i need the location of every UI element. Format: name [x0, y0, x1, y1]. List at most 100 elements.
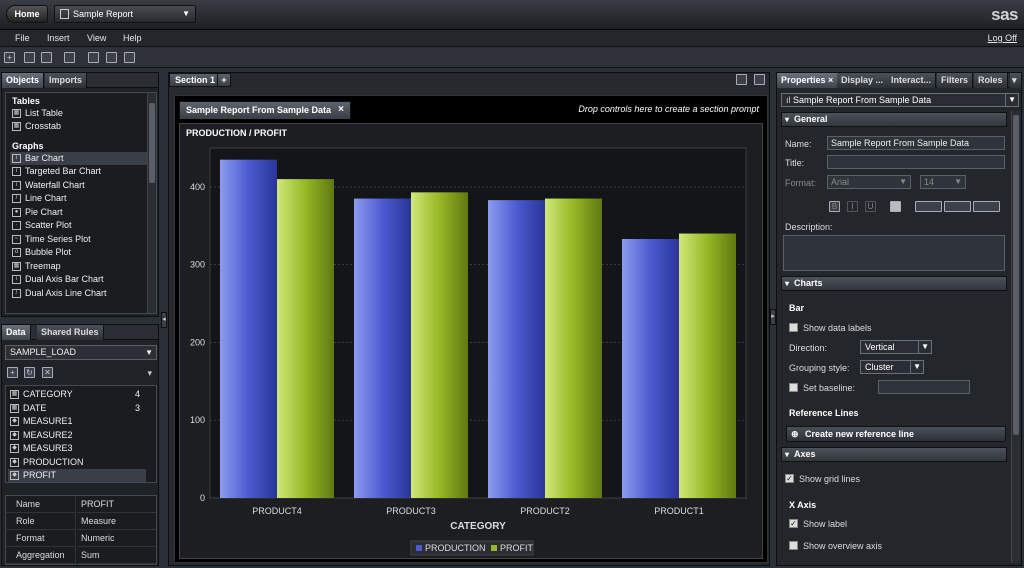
data-item-measure3[interactable]: ◆ MEASURE3	[8, 442, 146, 455]
data-item-count: 4	[134, 389, 140, 399]
reference-lines-heading: Reference Lines	[789, 408, 859, 418]
delete-icon[interactable]: ✕	[42, 367, 53, 378]
home-button[interactable]: Home	[6, 5, 48, 23]
list-item-treemap[interactable]: ▦ Treemap	[12, 261, 61, 271]
crosstab-icon: ▦	[12, 122, 21, 131]
menu-insert[interactable]: Insert	[47, 33, 70, 43]
tab-filters[interactable]: Filters	[937, 73, 974, 88]
data-item-measure2[interactable]: ◆ MEASURE2	[8, 429, 146, 442]
general-heading[interactable]: General	[781, 112, 1007, 127]
data-item-profit[interactable]: ◆ PROFIT	[8, 469, 146, 482]
list-item-scatter-plot[interactable]: · Scatter Plot	[10, 219, 148, 232]
list-item-targeted-bar-chart[interactable]: ı Targeted Bar Chart	[10, 165, 148, 178]
direction-select[interactable]: Vertical ▼	[860, 340, 932, 354]
tab-display[interactable]: Display ...	[837, 73, 889, 88]
left-splitter[interactable]: ◂	[161, 312, 167, 328]
grouping-style-select[interactable]: Cluster ▼	[860, 360, 924, 374]
align-center-icon[interactable]	[944, 201, 971, 212]
align-right-icon[interactable]	[973, 201, 1000, 212]
logoff-link[interactable]: Log Off	[987, 33, 1017, 43]
list-item-pie-chart[interactable]: ● Pie Chart	[10, 206, 148, 219]
tab-shared-rules[interactable]: Shared Rules	[37, 325, 104, 340]
property-value[interactable]: Sum	[78, 547, 156, 564]
title-label: Title:	[785, 158, 805, 168]
tab-interactions[interactable]: Interact...	[887, 73, 937, 88]
property-value[interactable]: Measure	[78, 513, 156, 530]
name-input[interactable]: Sample Report From Sample Data	[827, 136, 1005, 150]
show-label-checkbox[interactable]: ✓	[789, 519, 798, 528]
data-item-measure1[interactable]: ◆ MEASURE1	[8, 415, 146, 428]
right-splitter[interactable]: ▸	[770, 309, 776, 325]
show-overview-axis-checkbox[interactable]	[789, 541, 798, 550]
tab-objects[interactable]: Objects	[2, 73, 45, 88]
list-item-bubble-plot[interactable]: o Bubble Plot	[10, 246, 148, 259]
axes-heading[interactable]: Axes	[781, 447, 1007, 462]
refresh-icon[interactable]: ↻	[24, 367, 35, 378]
list-item-time-series-plot[interactable]: ~ Time Series Plot	[10, 233, 148, 246]
align-left-icon[interactable]	[915, 201, 942, 212]
minimize-icon[interactable]	[124, 52, 135, 63]
add-data-icon[interactable]: +	[7, 367, 18, 378]
filter-icon[interactable]: ▾	[147, 368, 152, 378]
list-item-dual-axis-bar-chart[interactable]: ı Dual Axis Bar Chart	[10, 273, 148, 286]
object-select[interactable]: ıl Sample Report From Sample Data ▼	[781, 93, 1019, 107]
menu-file[interactable]: File	[15, 33, 30, 43]
list-item-dual-axis-line-chart[interactable]: / Dual Axis Line Chart	[10, 287, 148, 300]
data-item-date[interactable]: ▦ DATE 3	[10, 402, 140, 413]
objects-scrollbar[interactable]	[147, 93, 156, 313]
list-item-crosstab[interactable]: ▦ Crosstab	[12, 121, 62, 131]
data-item-category[interactable]: ▦ CATEGORY 4	[10, 389, 140, 399]
chevron-down-icon: ▼	[145, 348, 153, 357]
properties-panel: Properties × Display ... Interact... Fil…	[776, 72, 1022, 566]
menu-view[interactable]: View	[87, 33, 107, 43]
new-report-icon[interactable]: +	[4, 52, 15, 63]
menu-help[interactable]: Help	[123, 33, 142, 43]
underline-icon[interactable]: U	[865, 201, 876, 212]
data-source-select[interactable]: SAMPLE_LOAD ▼	[5, 345, 157, 360]
canvas-layout-icon[interactable]	[736, 74, 747, 85]
add-section-icon[interactable]: +	[217, 73, 231, 87]
bar-chart-icon: ıl	[786, 95, 794, 105]
show-label-label: Show label	[803, 519, 848, 529]
property-value[interactable]: PROFIT	[78, 496, 156, 513]
baseline-input[interactable]	[878, 380, 970, 394]
italic-icon[interactable]: I	[847, 201, 858, 212]
layout-icon[interactable]	[106, 52, 117, 63]
title-input[interactable]	[827, 155, 1005, 169]
tabs-overflow-icon[interactable]: ▾	[1010, 73, 1022, 88]
open-icon[interactable]	[24, 52, 35, 63]
report-tab[interactable]: Sample Report From Sample Data ×	[179, 101, 351, 119]
print-icon[interactable]	[64, 52, 75, 63]
font-size-select[interactable]: 14 ▼	[920, 175, 966, 189]
show-data-labels-checkbox[interactable]	[789, 323, 798, 332]
font-color-icon[interactable]	[890, 201, 901, 212]
description-input[interactable]	[783, 235, 1005, 271]
tab-roles[interactable]: Roles	[974, 73, 1008, 88]
tab-imports[interactable]: Imports	[45, 73, 88, 88]
tab-section-1[interactable]: Section 1	[169, 73, 222, 87]
chevron-down-icon: ▼	[182, 9, 190, 18]
close-icon[interactable]: ×	[338, 104, 344, 115]
show-grid-lines-checkbox[interactable]: ✓	[785, 474, 794, 483]
tab-properties[interactable]: Properties ×	[777, 73, 839, 88]
list-item-bar-chart[interactable]: ı Bar Chart	[10, 152, 148, 165]
bar-chart[interactable]: PRODUCTION / PROFIT 0 100 200 300 400 PRODUCT…	[179, 123, 763, 559]
bold-icon[interactable]: B	[829, 201, 840, 212]
canvas-options-icon[interactable]	[754, 74, 765, 85]
list-item-list-table[interactable]: ▦ List Table	[12, 108, 63, 118]
property-value[interactable]: Numeric	[78, 530, 156, 547]
tab-data[interactable]: Data	[2, 325, 31, 340]
create-reference-line-button[interactable]: ⊕ Create new reference line	[786, 426, 1006, 442]
list-item-line-chart[interactable]: / Line Chart	[10, 192, 148, 205]
set-baseline-checkbox[interactable]	[789, 383, 798, 392]
save-icon[interactable]	[41, 52, 52, 63]
top-bar: Home Sample Report ▼ sas	[0, 0, 1024, 30]
sas-logo: sas	[991, 5, 1018, 24]
fullscreen-icon[interactable]	[88, 52, 99, 63]
list-item-waterfall-chart[interactable]: ı Waterfall Chart	[10, 179, 148, 192]
font-select[interactable]: Arial ▼	[827, 175, 911, 189]
data-item-production[interactable]: ◆ PRODUCTION	[8, 456, 146, 469]
charts-heading[interactable]: Charts	[781, 276, 1007, 291]
properties-scrollbar[interactable]	[1011, 111, 1020, 563]
report-selector[interactable]: Sample Report ▼	[54, 5, 196, 23]
